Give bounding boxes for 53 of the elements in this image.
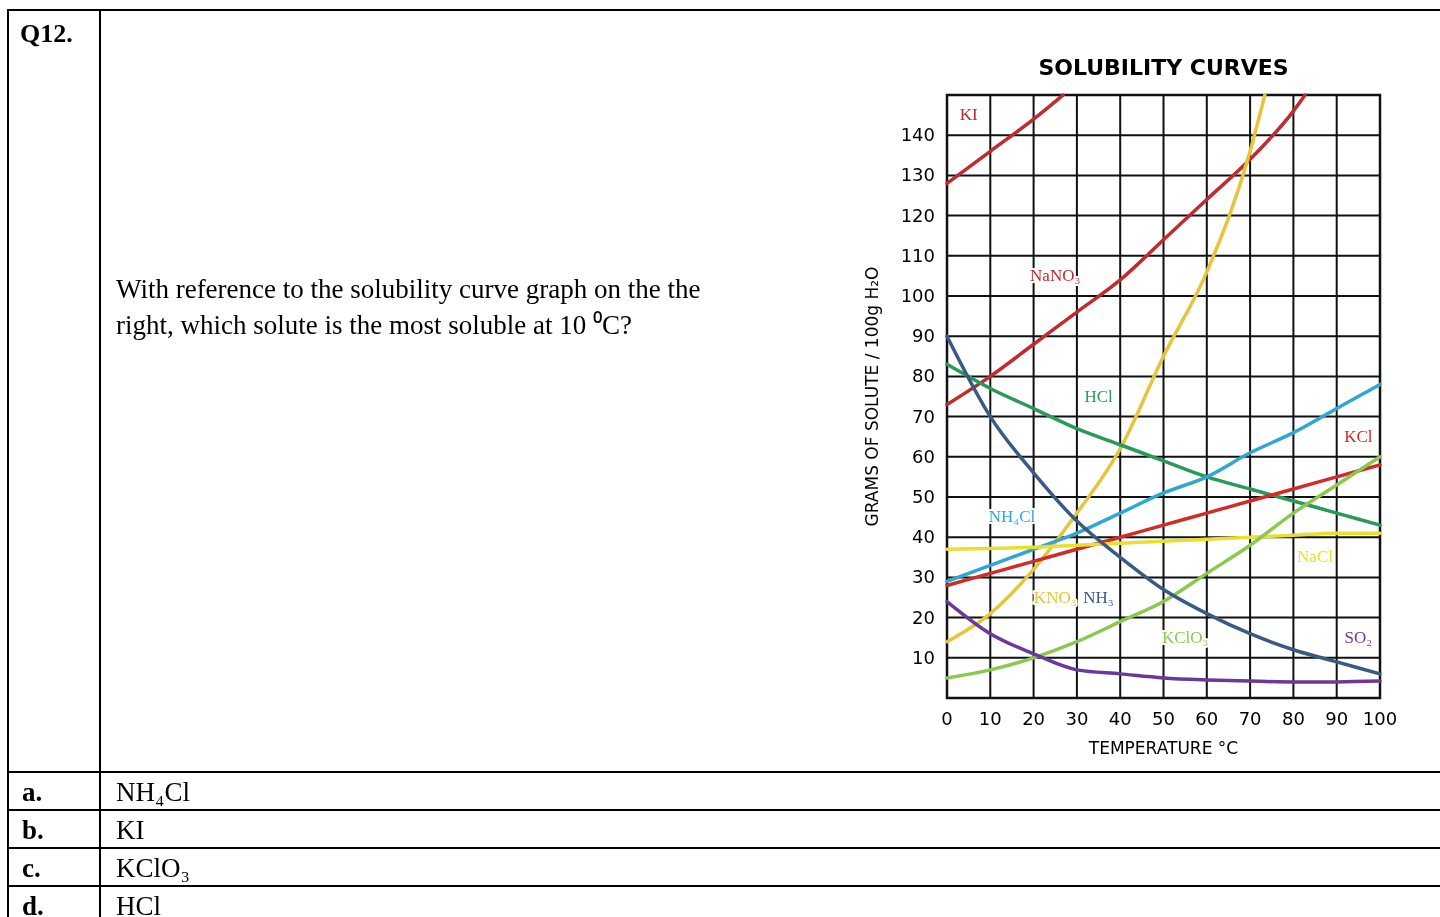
text: NH₄Cl — [116, 777, 190, 807]
x-axis-title: TEMPERATURE °C — [1087, 738, 1239, 758]
line-series — [945, 455, 1382, 680]
y-tick-label: 50 — [912, 486, 935, 507]
text: c. — [22, 853, 41, 883]
y-tick-label: 90 — [912, 325, 935, 347]
x-tick-label: 40 — [1108, 708, 1132, 729]
text: With reference to the solubility curve graph on the the right, which solute is the most soluble at 10 ⁰C? — [116, 274, 701, 340]
text: KI — [116, 815, 145, 845]
y-tick-label: 80 — [912, 365, 935, 387]
line-series — [945, 531, 1382, 552]
y-tick-label: 20 — [912, 606, 935, 628]
series-label: NaCl — [1297, 547, 1334, 567]
y-tick-label: 30 — [912, 566, 935, 588]
y-tick-label: 110 — [900, 244, 935, 266]
series-label: KI — [959, 105, 978, 125]
x-tick-label: 20 — [1022, 708, 1046, 729]
y-tick-label: 100 — [900, 285, 935, 306]
text: SO₂ — [1344, 627, 1373, 647]
text: a. — [22, 777, 43, 807]
line-series — [945, 463, 1382, 588]
line-series — [945, 382, 1382, 584]
y-tick-label: 60 — [912, 445, 935, 467]
y-tick-label: 70 — [912, 405, 935, 427]
text: Q12. — [20, 19, 73, 48]
line-series — [945, 362, 1382, 527]
text: HCl — [116, 891, 162, 917]
line-series — [945, 93, 1065, 186]
line-series — [945, 334, 1382, 676]
x-tick-label: 90 — [1325, 708, 1349, 729]
series-label: NH₃ — [1083, 587, 1114, 607]
x-tick-label: 70 — [1238, 708, 1262, 729]
chart-title: SOLUBILITY CURVES — [1038, 55, 1289, 80]
line-series — [945, 93, 1307, 407]
series-label: KCl — [1344, 426, 1373, 446]
x-tick-label: 100 — [1362, 708, 1398, 729]
y-tick-label: 120 — [900, 204, 935, 226]
x-tick-label: 80 — [1281, 708, 1305, 729]
y-tick-label: 140 — [900, 124, 935, 146]
y-tick-label: 130 — [900, 164, 935, 186]
text: b. — [22, 815, 44, 845]
x-tick-label: 0 — [941, 708, 953, 729]
y-tick-label: 40 — [912, 526, 935, 548]
y-tick-label: 10 — [912, 646, 935, 668]
x-tick-label: 30 — [1065, 708, 1089, 729]
x-tick-label: 10 — [978, 708, 1002, 729]
text: d. — [22, 891, 44, 917]
text: KClO₃ — [116, 853, 190, 883]
y-axis-title: GRAMS OF SOLUTE / 100g H₂O — [862, 266, 882, 527]
x-tick-label: 60 — [1195, 708, 1219, 729]
line-series — [945, 93, 1267, 644]
x-tick-label: 50 — [1152, 708, 1175, 729]
series-label: HCl — [1084, 386, 1113, 406]
